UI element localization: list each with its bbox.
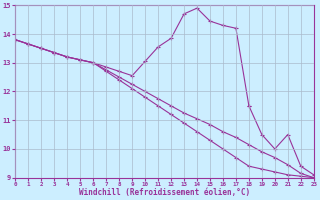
- X-axis label: Windchill (Refroidissement éolien,°C): Windchill (Refroidissement éolien,°C): [79, 188, 250, 197]
